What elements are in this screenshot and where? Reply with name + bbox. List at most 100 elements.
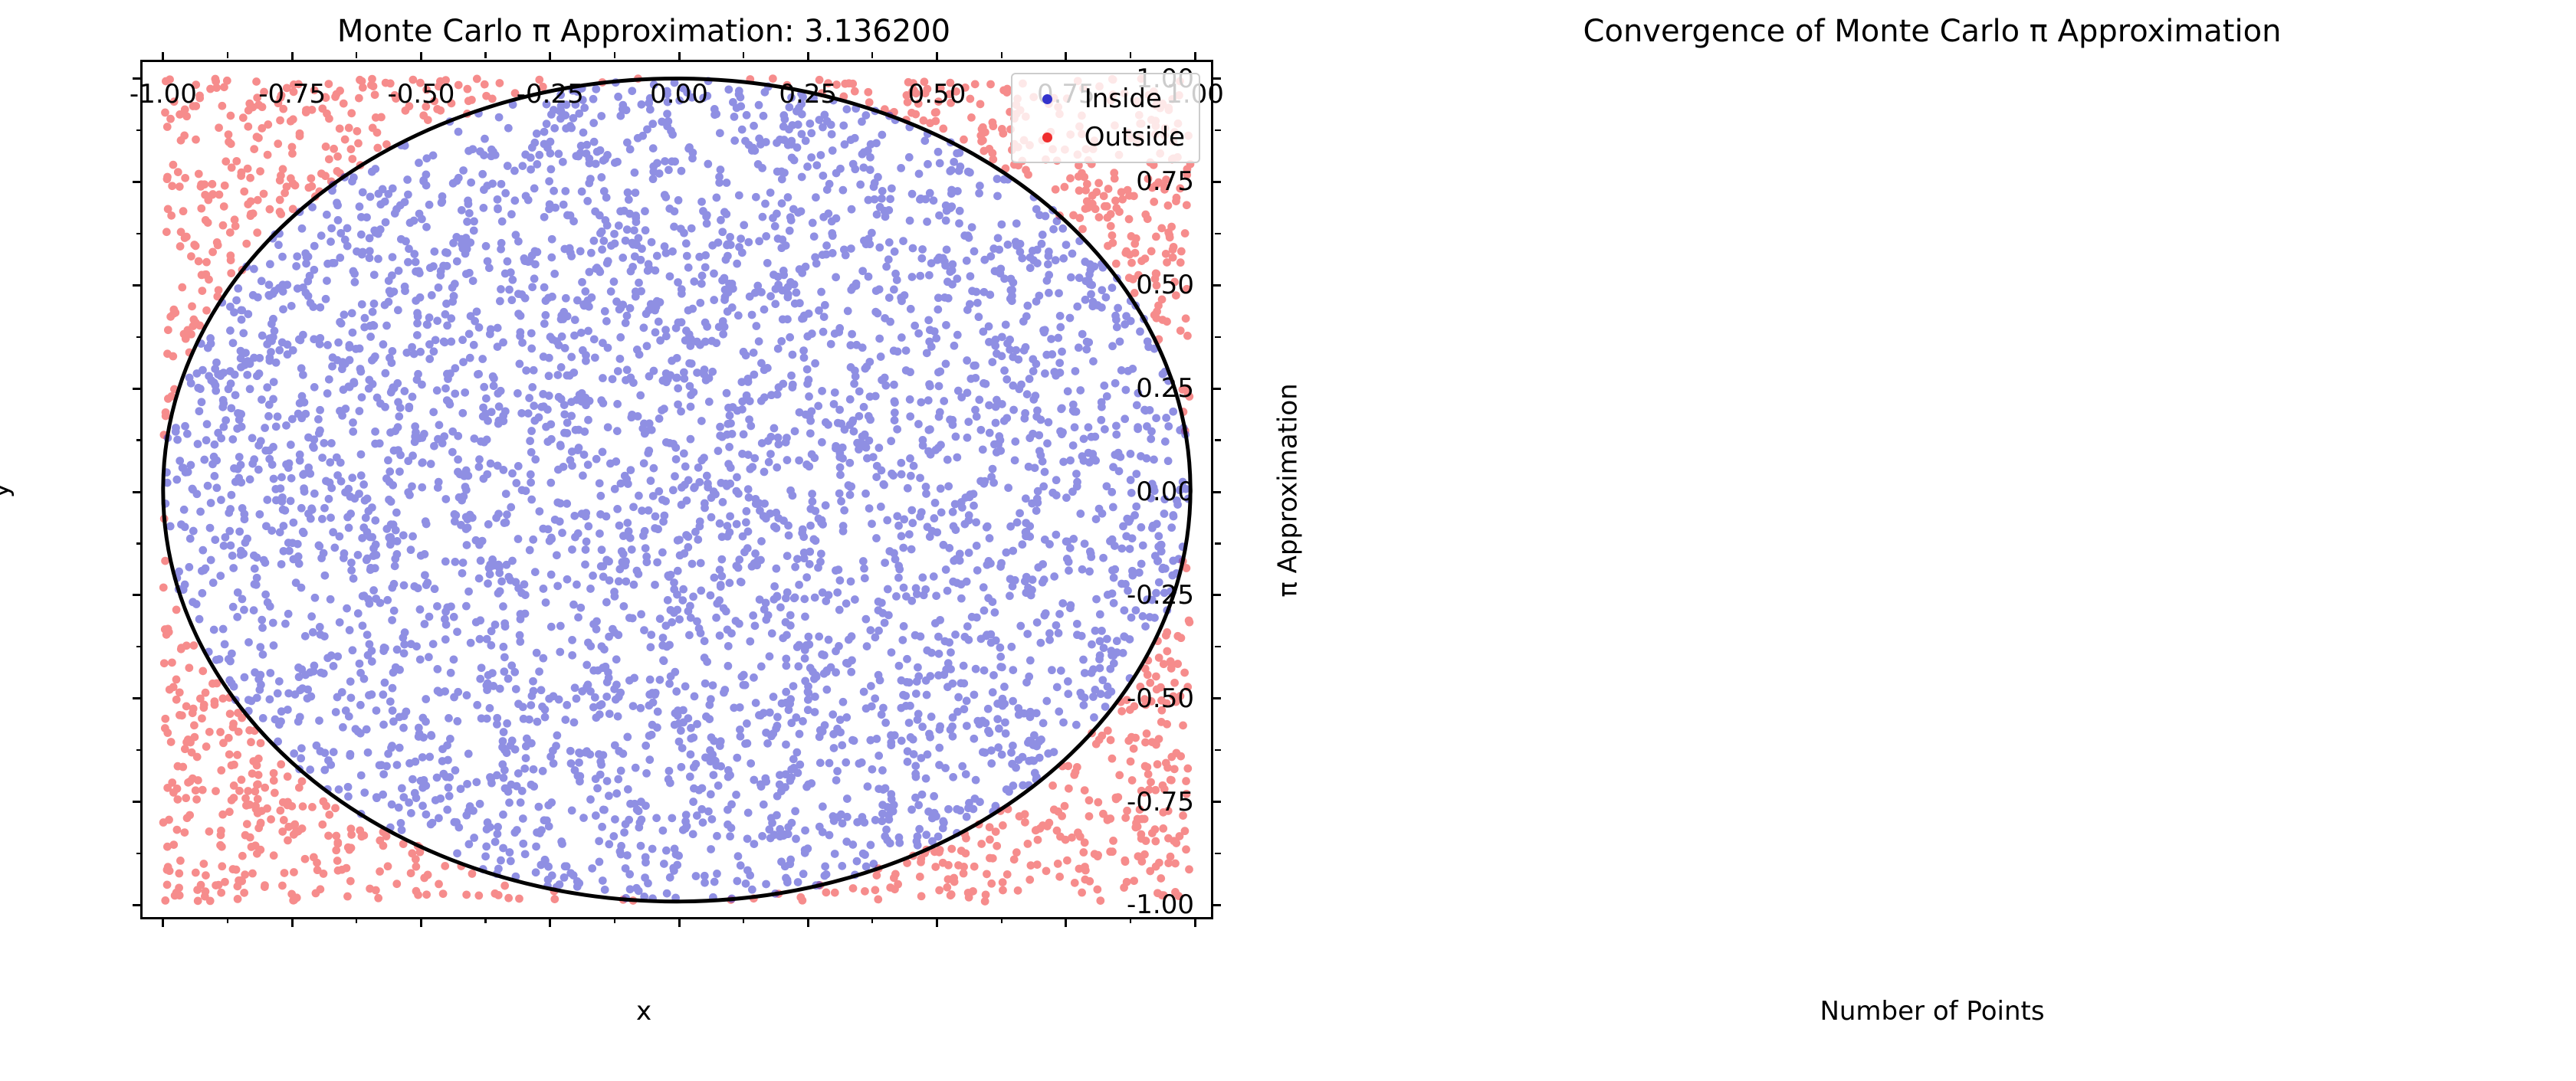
y-minor-tick	[1215, 749, 1221, 752]
x-minor-tick	[226, 52, 229, 58]
convergence-panel-title: Convergence of Monte Carlo π Approximati…	[1583, 14, 2282, 49]
x-tick-label: -0.75	[258, 79, 327, 110]
x-minor-tick	[871, 52, 874, 58]
y-minor-tick	[136, 439, 143, 441]
x-tick-label: 0.00	[650, 79, 708, 110]
x-tick	[1065, 52, 1068, 62]
x-tick	[1065, 917, 1068, 927]
convergence-panel: Convergence of Monte Carlo π Approximati…	[1273, 0, 2576, 1081]
y-tick-label: 0.75	[1136, 166, 1194, 198]
y-tick	[133, 697, 143, 700]
y-tick-label: -0.50	[1127, 683, 1194, 714]
scatter-panel-title: Monte Carlo π Approximation: 3.136200	[336, 14, 951, 49]
x-minor-tick	[613, 52, 615, 58]
legend-entry-inside: Inside	[1023, 84, 1185, 114]
scatter-legend: Inside Outside	[1010, 73, 1200, 163]
y-tick	[133, 283, 143, 287]
y-tick	[1211, 903, 1221, 906]
y-tick	[133, 903, 143, 906]
x-minor-tick	[1000, 917, 1003, 923]
y-minor-tick	[136, 542, 143, 545]
y-tick-label: 0.50	[1136, 270, 1194, 301]
scatter-yaxis-title: y	[0, 483, 15, 498]
y-minor-tick	[1215, 129, 1221, 132]
x-minor-tick	[356, 917, 358, 923]
y-minor-tick	[1215, 542, 1221, 545]
y-tick	[133, 801, 143, 804]
x-tick	[678, 52, 681, 62]
x-tick-label: 0.50	[907, 79, 966, 110]
x-tick-label: -0.25	[516, 79, 584, 110]
y-tick	[133, 387, 143, 390]
x-tick	[678, 917, 681, 927]
x-tick	[162, 917, 165, 927]
legend-label-outside: Outside	[1084, 122, 1185, 152]
x-tick	[1193, 52, 1196, 62]
x-minor-tick	[356, 52, 358, 58]
outside-marker-icon	[1023, 132, 1072, 142]
y-minor-tick	[136, 646, 143, 648]
x-minor-tick	[226, 917, 229, 923]
y-tick	[1211, 283, 1221, 287]
x-minor-tick	[743, 52, 745, 58]
scatter-plot-area	[143, 62, 1211, 917]
y-minor-tick	[1215, 852, 1221, 855]
x-tick	[549, 917, 552, 927]
x-tick	[806, 917, 809, 927]
y-tick	[133, 77, 143, 80]
scatter-points-layer	[159, 74, 1195, 906]
y-tick	[1211, 697, 1221, 700]
y-minor-tick	[1215, 439, 1221, 441]
y-tick-label: -0.25	[1127, 579, 1194, 611]
y-minor-tick	[136, 232, 143, 234]
scatter-xaxis-title: x	[635, 996, 652, 1027]
x-minor-tick	[743, 917, 745, 923]
y-tick	[1211, 594, 1221, 597]
x-minor-tick	[1129, 52, 1132, 58]
convergence-yaxis-title: π Approximation	[1272, 383, 1304, 598]
y-tick	[1211, 180, 1221, 183]
y-tick	[1211, 387, 1221, 390]
y-tick-label: -0.75	[1127, 786, 1194, 817]
y-tick	[133, 180, 143, 183]
x-tick	[936, 52, 939, 62]
x-tick	[162, 52, 165, 62]
y-tick-label: 0.25	[1136, 373, 1194, 405]
y-minor-tick	[1215, 232, 1221, 234]
y-minor-tick	[1215, 336, 1221, 338]
x-minor-tick	[1129, 917, 1132, 923]
y-tick	[1211, 801, 1221, 804]
y-tick-label: 0.00	[1136, 477, 1194, 507]
x-tick-label: -1.00	[129, 79, 197, 110]
x-tick	[549, 52, 552, 62]
legend-entry-outside: Outside	[1023, 122, 1185, 152]
y-minor-tick	[136, 852, 143, 855]
x-tick	[290, 52, 294, 62]
y-minor-tick	[1215, 646, 1221, 648]
y-minor-tick	[136, 336, 143, 338]
inside-marker-icon	[1023, 93, 1072, 104]
x-tick	[806, 52, 809, 62]
y-tick-label: -1.00	[1127, 889, 1194, 921]
x-minor-tick	[484, 917, 487, 923]
x-tick	[936, 917, 939, 927]
x-tick	[419, 917, 422, 927]
scatter-panel: Monte Carlo π Approximation: 3.136200 -1…	[0, 14, 1224, 1027]
x-minor-tick	[484, 52, 487, 58]
x-tick	[290, 917, 294, 927]
y-tick	[1211, 77, 1221, 80]
x-tick-label: -0.50	[387, 79, 455, 110]
x-minor-tick	[613, 917, 615, 923]
legend-label-inside: Inside	[1084, 84, 1162, 114]
y-tick	[133, 490, 143, 493]
x-tick	[1193, 917, 1196, 927]
x-tick-label: 0.25	[779, 79, 838, 110]
y-minor-tick	[136, 749, 143, 752]
convergence-xaxis-title: Number of Points	[1820, 996, 2045, 1027]
x-minor-tick	[871, 917, 874, 923]
y-minor-tick	[136, 129, 143, 132]
scatter-axes: -1.00-0.75-0.50-0.250.000.250.500.751.00…	[130, 52, 1224, 927]
y-tick	[133, 594, 143, 597]
y-tick	[1211, 490, 1221, 493]
